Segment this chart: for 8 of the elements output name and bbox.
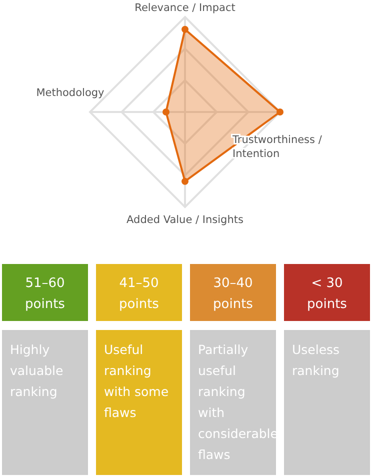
text: Useful ranking with some flaws	[104, 342, 169, 420]
category-label: 30–40 points	[213, 276, 254, 312]
category-label: 41–50 points	[119, 276, 160, 312]
category-label: 51–60 points	[25, 276, 66, 312]
spoke-label: Methodology	[36, 87, 104, 99]
spoke-label: Relevance / Impact	[134, 2, 236, 14]
category-label: < 30 points	[307, 276, 348, 312]
spoke-label: Added Value / Insights	[126, 214, 244, 226]
